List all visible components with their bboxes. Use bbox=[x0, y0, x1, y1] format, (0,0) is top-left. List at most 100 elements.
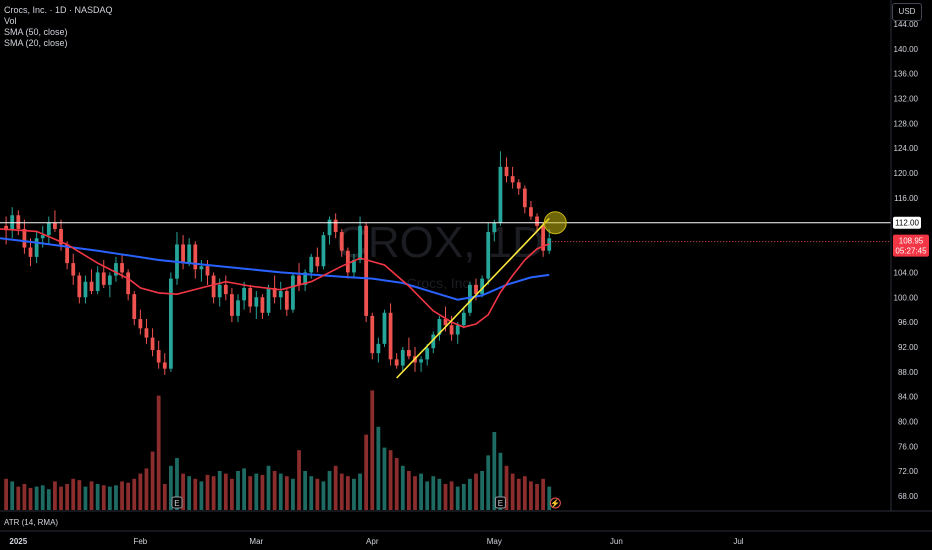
candle-body bbox=[352, 260, 356, 273]
volume-bar bbox=[138, 473, 143, 510]
candle-body bbox=[144, 328, 149, 338]
symbol-watermark: CROX, 1D Crocs, Inc. bbox=[336, 218, 544, 291]
candle-body bbox=[260, 297, 265, 313]
hline-price-label: 112.00 bbox=[895, 219, 919, 228]
volume-bar bbox=[34, 486, 39, 510]
legend-sma20[interactable]: SMA (20, close) bbox=[4, 38, 68, 48]
volume-bar bbox=[425, 481, 430, 510]
candle-body bbox=[522, 188, 527, 208]
volume-bar bbox=[504, 465, 509, 510]
price-tick-label: 76.00 bbox=[898, 442, 919, 451]
candle-body bbox=[455, 325, 460, 335]
volume-bar bbox=[40, 485, 45, 510]
time-tick-label: Jun bbox=[610, 537, 623, 546]
volume-bar bbox=[547, 486, 552, 510]
volume-bar bbox=[211, 476, 216, 510]
volume-bar bbox=[382, 447, 387, 510]
candle-body bbox=[162, 362, 167, 369]
volume-bar bbox=[339, 473, 344, 510]
volume-bars bbox=[4, 390, 552, 510]
volume-bar bbox=[498, 452, 503, 510]
price-tick-label: 72.00 bbox=[898, 467, 919, 476]
chart-legend: Crocs, Inc. · 1D · NASDAQ Vol SMA (50, c… bbox=[4, 5, 113, 49]
volume-bar bbox=[315, 478, 320, 510]
volume-bar bbox=[193, 478, 198, 510]
volume-bar bbox=[364, 434, 369, 510]
volume-bar bbox=[309, 476, 314, 510]
sma20-line bbox=[0, 228, 550, 328]
legend-symbol[interactable]: Crocs, Inc. · 1D · NASDAQ bbox=[4, 5, 113, 15]
event-markers[interactable]: E E ⚡ bbox=[171, 496, 561, 509]
candle-body bbox=[364, 225, 369, 316]
time-axis[interactable]: 2025 Feb Mar Apr May Jun Jul bbox=[9, 537, 743, 546]
price-tick-label: 140.00 bbox=[894, 45, 919, 54]
candle-body bbox=[22, 228, 27, 248]
volume-bar bbox=[291, 478, 295, 510]
volume-bar bbox=[205, 474, 210, 510]
candle-body bbox=[345, 250, 350, 273]
dividend-event-circle bbox=[549, 497, 561, 509]
volume-bar bbox=[223, 473, 228, 510]
candle-body bbox=[71, 263, 76, 276]
candle-body bbox=[132, 294, 137, 319]
candle-body bbox=[150, 337, 155, 351]
candle-body bbox=[114, 263, 118, 276]
highlight-circle bbox=[543, 211, 567, 235]
price-tick-label: 92.00 bbox=[898, 343, 919, 352]
candle-body bbox=[510, 176, 515, 183]
candle-body bbox=[321, 235, 326, 267]
candle-body bbox=[437, 319, 442, 335]
candle-body bbox=[193, 244, 198, 270]
volume-bar bbox=[230, 478, 234, 510]
candle-body bbox=[498, 166, 503, 223]
legend-volume[interactable]: Vol bbox=[4, 16, 17, 26]
volume-bar bbox=[297, 450, 301, 510]
candle-body bbox=[120, 263, 124, 273]
volume-bar bbox=[107, 486, 112, 510]
volume-bar bbox=[95, 484, 100, 510]
sma-lines bbox=[0, 228, 550, 328]
volume-bar bbox=[486, 455, 491, 510]
volume-bar bbox=[284, 476, 289, 510]
sma50-line bbox=[0, 237, 550, 301]
volume-bar bbox=[394, 458, 399, 510]
volume-bar bbox=[101, 485, 106, 510]
candle-body bbox=[211, 275, 216, 298]
candle-body bbox=[230, 294, 234, 316]
price-tick-label: 144.00 bbox=[894, 20, 919, 29]
volume-bar bbox=[16, 486, 21, 510]
candle-body bbox=[40, 235, 45, 239]
candle-body bbox=[400, 350, 405, 366]
candle-body bbox=[77, 275, 82, 298]
volume-bar bbox=[144, 468, 149, 510]
volume-bar bbox=[437, 478, 442, 510]
price-tick-label: 68.00 bbox=[898, 492, 919, 501]
drawings[interactable] bbox=[0, 211, 891, 379]
candle-body bbox=[101, 272, 106, 285]
volume-bar bbox=[242, 468, 247, 510]
volume-bar bbox=[175, 458, 179, 510]
candle-body bbox=[339, 232, 344, 251]
currency-button[interactable]: USD bbox=[892, 3, 922, 21]
volume-bar bbox=[541, 478, 546, 510]
volume-bar bbox=[522, 476, 527, 510]
time-tick-label: Feb bbox=[133, 537, 147, 546]
volume-bar bbox=[53, 481, 57, 510]
candle-body bbox=[461, 312, 466, 326]
price-tick-label: 96.00 bbox=[898, 318, 919, 327]
volume-bar bbox=[419, 473, 423, 510]
volume-bar bbox=[449, 481, 454, 510]
legend-sma50[interactable]: SMA (50, close) bbox=[4, 27, 68, 37]
atr-pane-label[interactable]: ATR (14, RMA) bbox=[4, 518, 59, 527]
volume-bar bbox=[156, 395, 161, 510]
volume-bar bbox=[370, 390, 375, 510]
price-tick-label: 128.00 bbox=[894, 119, 919, 128]
volume-bar bbox=[10, 481, 15, 510]
volume-bar bbox=[510, 473, 515, 510]
candle-body bbox=[382, 312, 387, 344]
candle-body bbox=[59, 228, 63, 245]
candle-body bbox=[107, 275, 112, 285]
volume-bar bbox=[480, 471, 485, 510]
